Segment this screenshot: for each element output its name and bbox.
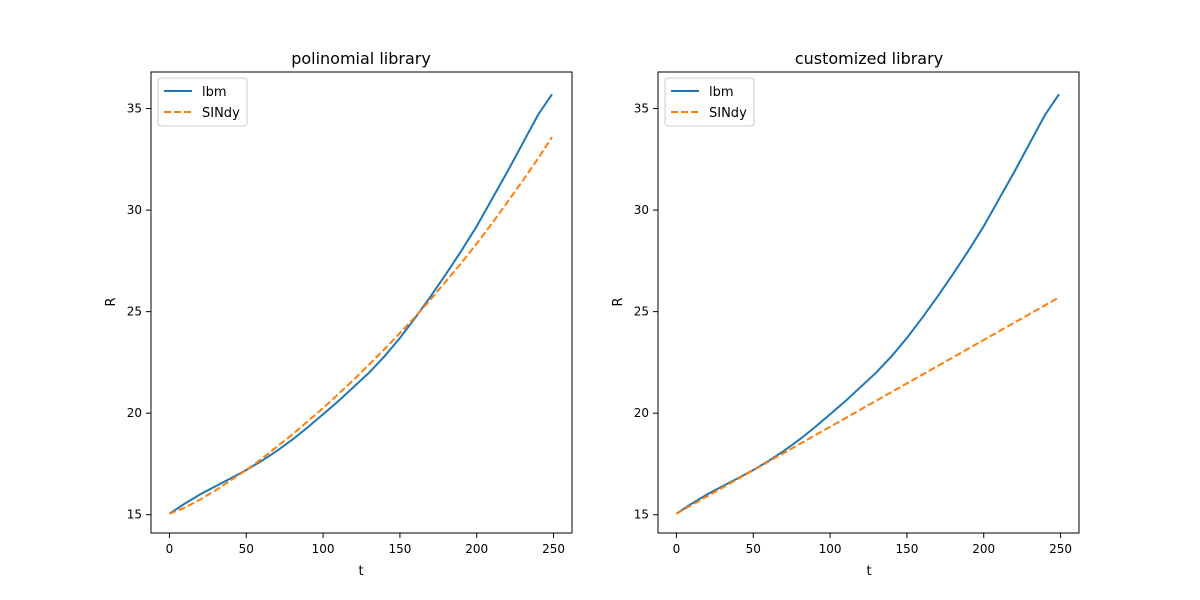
legend: lbm SINdy (664, 77, 755, 127)
legend-label-lbm: lbm (709, 85, 734, 100)
plot-area: 0 50 100 150 200 250 15 20 25 30 35 (634, 71, 1080, 556)
y-tick-label: 30 (127, 203, 142, 217)
legend-label-sindy: SINdy (709, 106, 747, 121)
x-axis-label: t (358, 564, 363, 579)
x-tick-label: 100 (819, 542, 842, 556)
x-tick-label: 50 (239, 542, 254, 556)
x-axis-label: t (866, 564, 871, 579)
x-tick-label: 50 (746, 542, 761, 556)
x-tick-label: 200 (465, 542, 488, 556)
x-tick-label: 250 (542, 542, 565, 556)
x-tick-label: 100 (312, 542, 335, 556)
x-tick-label: 250 (1049, 542, 1072, 556)
legend-label-sindy: SINdy (202, 106, 240, 121)
series-line-sindy (169, 136, 553, 515)
legend: lbm SINdy (157, 77, 248, 127)
series-line-lbm (168, 93, 553, 515)
y-tick-label: 15 (634, 508, 649, 522)
y-tick-label: 15 (127, 508, 142, 522)
y-axis-label: R (104, 297, 119, 306)
legend-label-lbm: lbm (202, 85, 227, 100)
chart-title: polinomial library (291, 49, 431, 68)
chart-title: customized library (795, 49, 943, 68)
y-tick-label: 30 (634, 203, 649, 217)
plot-area: 0 50 100 150 200 250 15 20 25 30 35 (127, 71, 573, 556)
x-tick-label: 200 (972, 542, 995, 556)
x-tick-label: 150 (388, 542, 411, 556)
y-tick-label: 20 (127, 406, 142, 420)
y-tick-label: 20 (634, 406, 649, 420)
y-tick-label: 35 (634, 102, 649, 116)
chart-customized-library: customized library t R 0 50 100 150 200 250 15… (611, 49, 1080, 579)
y-tick-label: 25 (127, 305, 142, 319)
axes-frame (657, 71, 1080, 534)
y-axis-label: R (611, 297, 626, 306)
x-tick-label: 150 (895, 542, 918, 556)
y-tick-label: 35 (127, 102, 142, 116)
y-tick-label: 25 (634, 305, 649, 319)
axes-frame (150, 71, 573, 534)
series-line-sindy (675, 296, 1060, 515)
chart-polinomial-library: polinomial library t R 0 50 100 150 200 250 15… (104, 49, 573, 579)
x-tick-label: 0 (673, 542, 681, 556)
x-tick-label: 0 (166, 542, 174, 556)
